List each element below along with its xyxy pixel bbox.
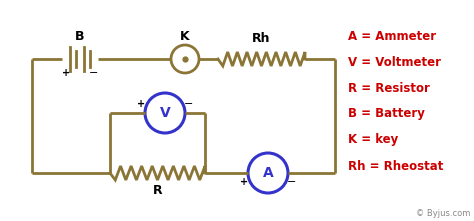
Text: +: +: [240, 177, 248, 187]
Text: −: −: [89, 68, 99, 78]
Text: +: +: [137, 99, 145, 109]
Text: R: R: [153, 183, 162, 196]
Text: A = Ammeter: A = Ammeter: [348, 29, 436, 42]
Text: K = key: K = key: [348, 133, 398, 147]
Text: B = Battery: B = Battery: [348, 107, 425, 120]
Text: −: −: [184, 99, 194, 109]
Text: V: V: [160, 106, 170, 120]
Text: B: B: [75, 30, 85, 44]
Text: Rh = Rheostat: Rh = Rheostat: [348, 160, 443, 173]
Circle shape: [145, 93, 185, 133]
Text: V = Voltmeter: V = Voltmeter: [348, 55, 441, 69]
Text: © Byjus.com: © Byjus.com: [416, 209, 470, 218]
Text: +: +: [62, 68, 70, 78]
Text: −: −: [287, 177, 297, 187]
Text: R = Resistor: R = Resistor: [348, 82, 430, 95]
Text: K: K: [180, 30, 190, 44]
Text: Rh: Rh: [252, 32, 271, 46]
Circle shape: [248, 153, 288, 193]
Text: A: A: [263, 166, 273, 180]
